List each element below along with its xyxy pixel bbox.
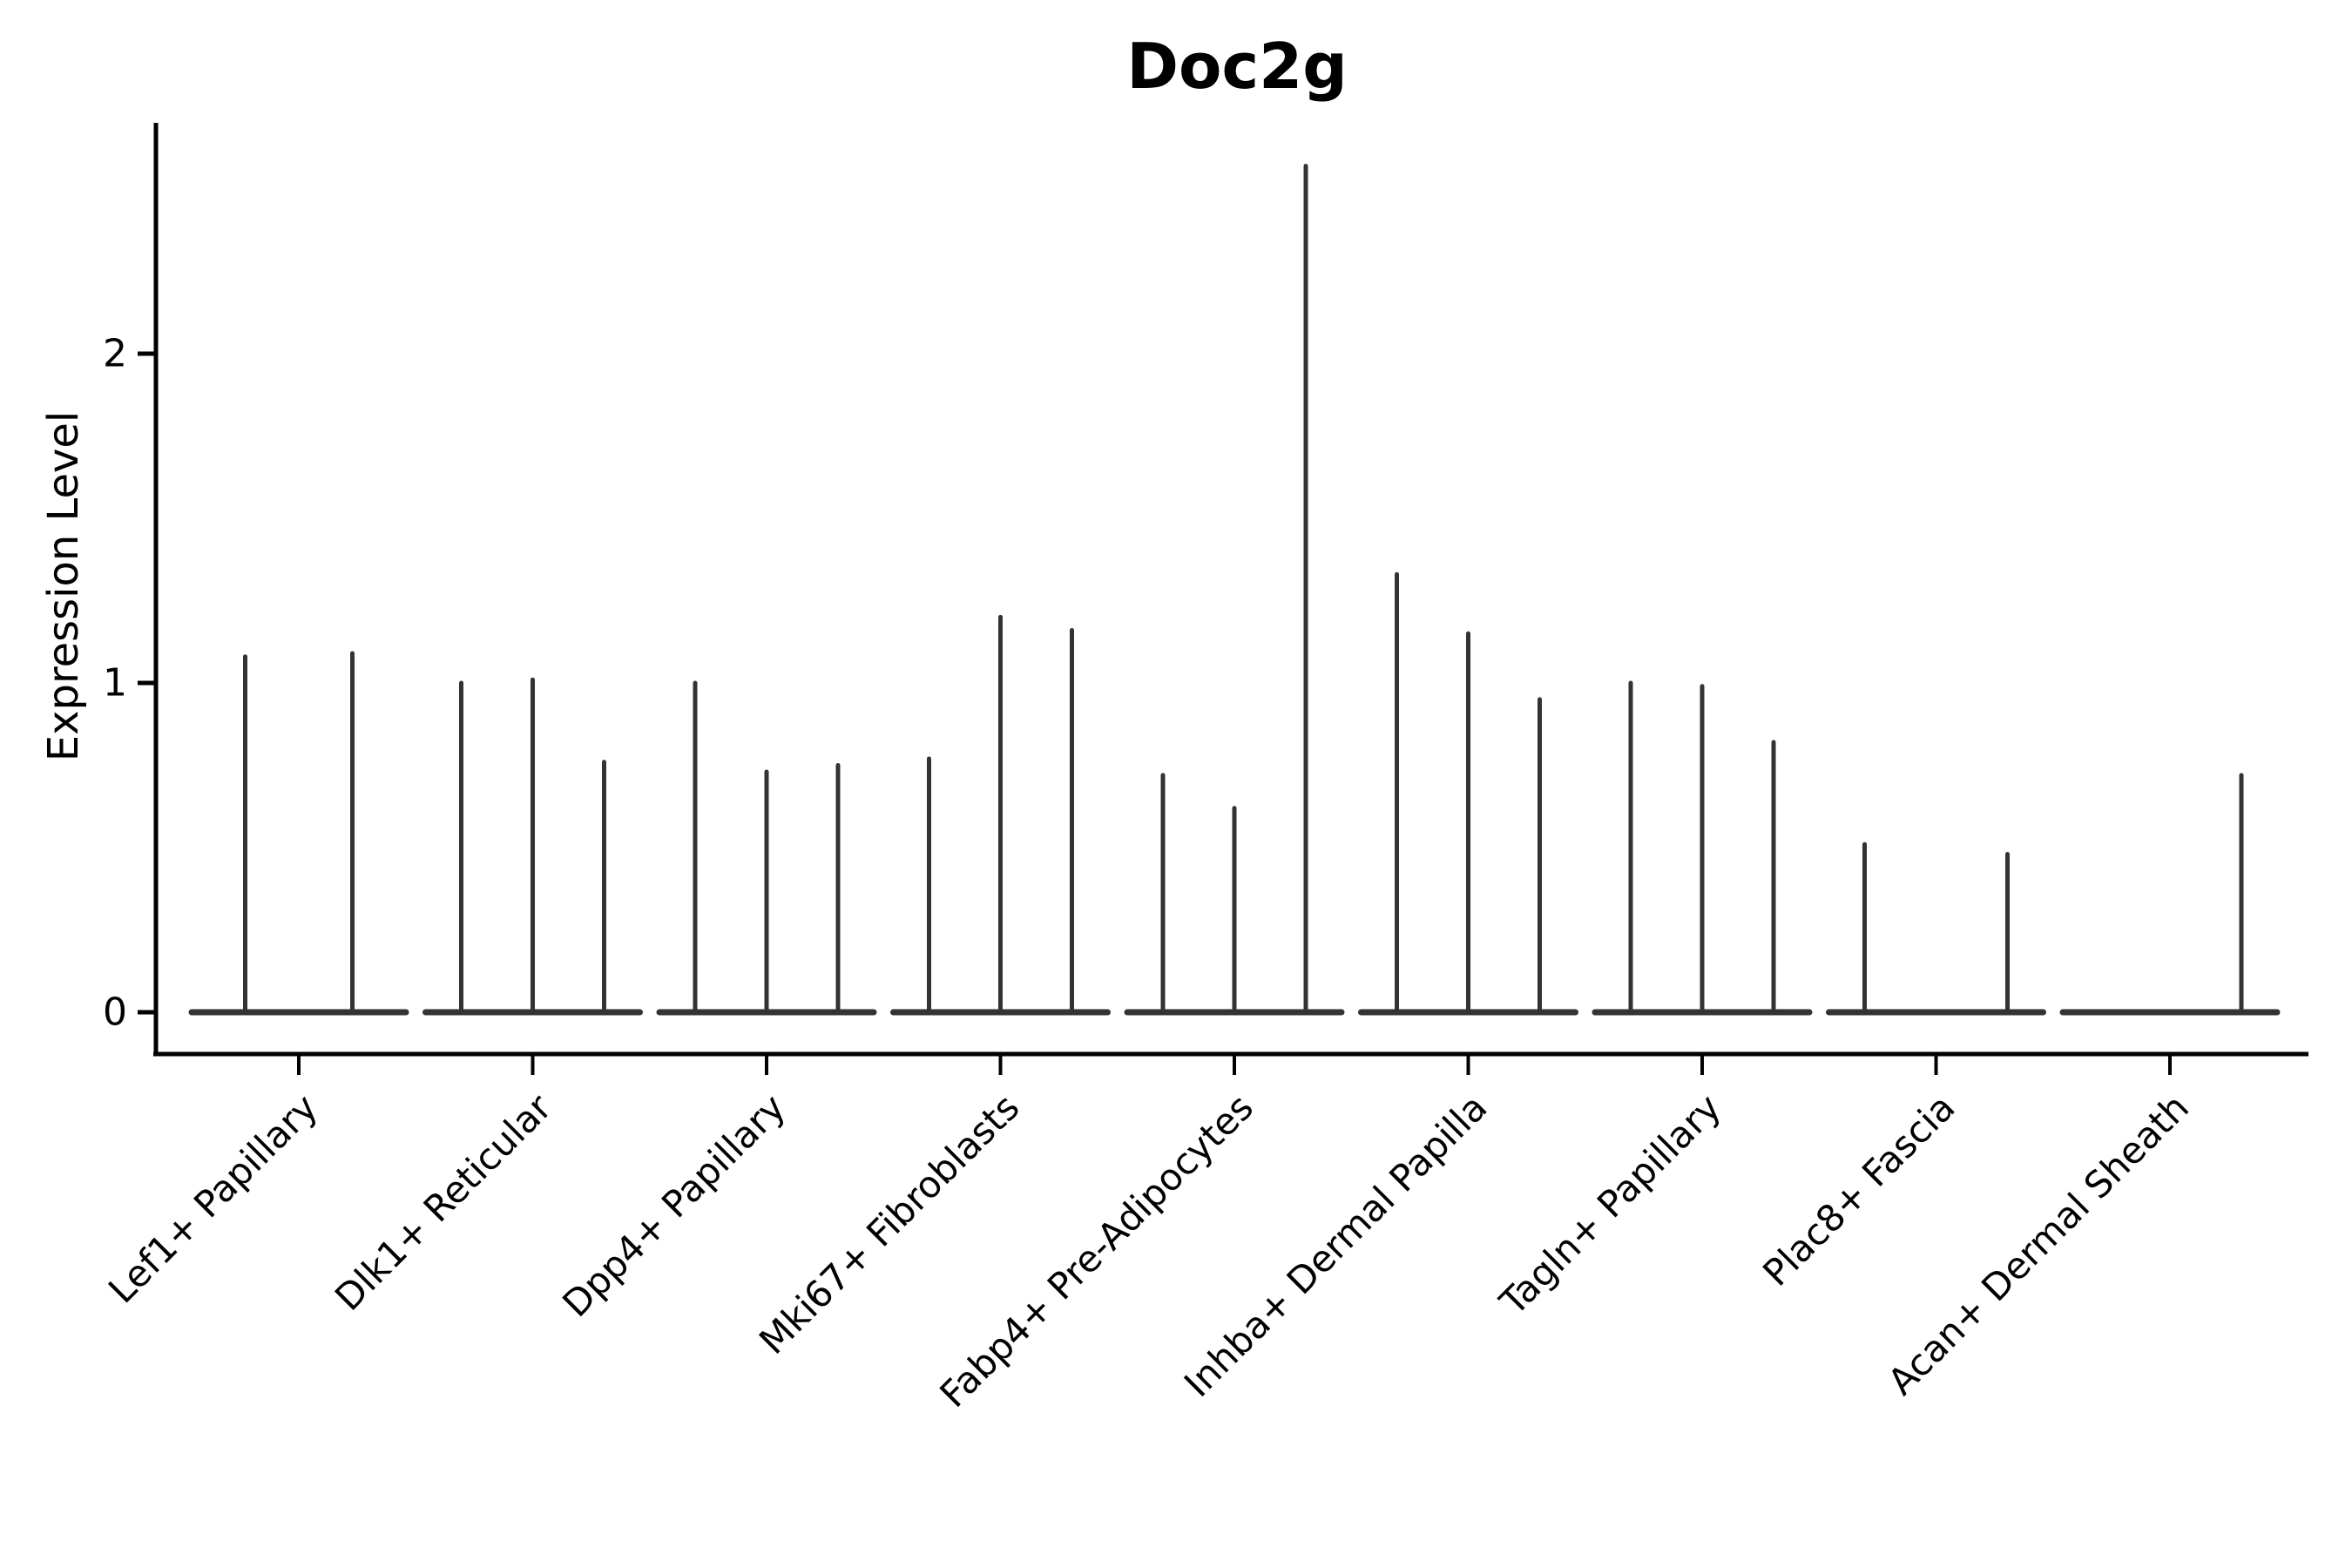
x-tick-label: Mki67+ Fibroblasts [751, 1085, 1027, 1362]
x-tick-label: Dpp4+ Papillary [554, 1085, 794, 1325]
chart-title: Doc2g [1126, 30, 1348, 103]
y-tick-label: 2 [103, 332, 127, 376]
x-tick-label: Dlk1+ Reticular [327, 1085, 560, 1319]
y-tick-label: 0 [103, 990, 127, 1035]
x-tick-label: Lef1+ Papillary [100, 1085, 326, 1311]
x-tick-label: Tagln+ Papillary [1491, 1085, 1729, 1323]
y-tick-label: 1 [103, 661, 127, 706]
x-tick-label: Plac8+ Fascia [1754, 1085, 1963, 1294]
